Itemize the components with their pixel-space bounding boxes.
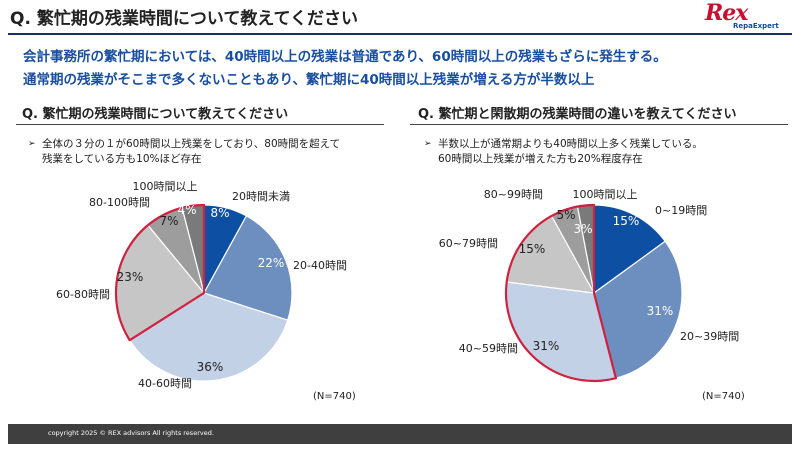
pie-value-label-0-1: 22% — [258, 256, 285, 270]
rex-logo: Rex RepaExpert — [705, 0, 785, 33]
pie-category-label-1-1: 20~39時間 — [680, 330, 739, 343]
pie-slice-0-2 — [128, 292, 289, 382]
pie-slice-1-0 — [593, 204, 667, 295]
bullet-arrow-icon: ➢ — [424, 139, 432, 149]
pie-category-label-1-2: 40~59時間 — [459, 342, 518, 355]
pie-category-label-0-2: 40-60時間 — [138, 377, 192, 390]
right-bullet: ➢ 半数以上が通常期よりも40時間以上多く残業している。 60時間以上残業が増え… — [424, 137, 703, 167]
right-bullet-line-1: 半数以上が通常期よりも40時間以上多く残業している。 — [438, 138, 703, 150]
pie-value-label-0-3: 23% — [117, 270, 144, 284]
pie-slice-0-1 — [203, 215, 293, 321]
footer-bar: copyright 2025 © REX advisors All rights… — [8, 424, 792, 444]
pie-category-label-0-5: 100時間以上 — [133, 180, 198, 193]
copyright-text: copyright 2025 © REX advisors All rights… — [48, 429, 214, 437]
pie-value-label-1-5: 3% — [573, 222, 592, 236]
left-panel-title: Q. 繁忙期の残業時間について教えてください — [22, 107, 289, 122]
pie-highlight-outline-1 — [504, 203, 617, 383]
right-sample-size: (N=740) — [702, 391, 745, 402]
pie-category-label-0-4: 80-100時間 — [89, 196, 150, 209]
right-panel-title: Q. 繁忙期と閑散期の残業時間の違いを教えてください — [418, 107, 737, 122]
left-bullet-line-1: 全体の３分の１が60時間以上残業をしており、80時間を超えて — [42, 138, 341, 150]
logo-wordmark: Rex — [705, 0, 748, 26]
page-title: Q. 繁忙期の残業時間について教えてください — [10, 9, 358, 29]
pie-value-label-0-5: 4% — [177, 203, 196, 217]
pie-slice-1-1 — [593, 240, 683, 379]
pie-category-label-1-0: 0~19時間 — [655, 204, 707, 217]
pie-category-label-1-3: 60~79時間 — [439, 237, 498, 250]
left-bullet-line-2: 残業をしている方も10%ほど存在 — [42, 153, 202, 165]
pie-category-label-1-4: 80~99時間 — [484, 188, 543, 201]
pie-value-label-0-4: 7% — [159, 214, 178, 228]
title-bar: Q. 繁忙期の残業時間について教えてください Rex RepaExpert — [0, 0, 800, 34]
pie-value-label-0-0: 8% — [210, 206, 229, 220]
left-sample-size: (N=740) — [313, 391, 356, 402]
pie-category-label-1-5: 100時間以上 — [573, 188, 638, 201]
pie-value-label-1-1: 31% — [647, 304, 674, 318]
pie-value-label-1-2: 31% — [533, 339, 560, 353]
pie-value-label-0-2: 36% — [197, 360, 224, 374]
pie-category-label-0-0: 20時間未満 — [232, 190, 290, 203]
right-bullet-line-2: 60時間以上残業が増えた方も20%程度存在 — [438, 153, 643, 165]
pie-value-label-1-3: 15% — [519, 242, 546, 256]
pie-value-label-1-0: 15% — [613, 214, 640, 228]
pie-category-label-0-1: 20-40時間 — [293, 259, 347, 272]
logo-subtitle: RepaExpert — [733, 22, 779, 30]
summary-line-2: 通常期の残業がそこまで多くないこともあり、繁忙期に40時間以上残業が増える方が半… — [23, 72, 595, 88]
pie-highlight-outline-0 — [114, 203, 206, 342]
right-panel-divider — [410, 124, 788, 125]
pie-category-label-0-3: 60-80時間 — [56, 288, 110, 301]
bullet-arrow-icon: ➢ — [28, 139, 36, 149]
left-bullet: ➢ 全体の３分の１が60時間以上残業をしており、80時間を超えて 残業をしている… — [28, 137, 341, 167]
summary-line-1: 会計事務所の繁忙期においては、40時間以上の残業は普通であり、60時間以上の残業… — [23, 49, 667, 65]
title-divider — [8, 33, 792, 35]
left-panel-divider — [16, 124, 384, 125]
pie-value-label-1-4: 5% — [556, 208, 575, 222]
